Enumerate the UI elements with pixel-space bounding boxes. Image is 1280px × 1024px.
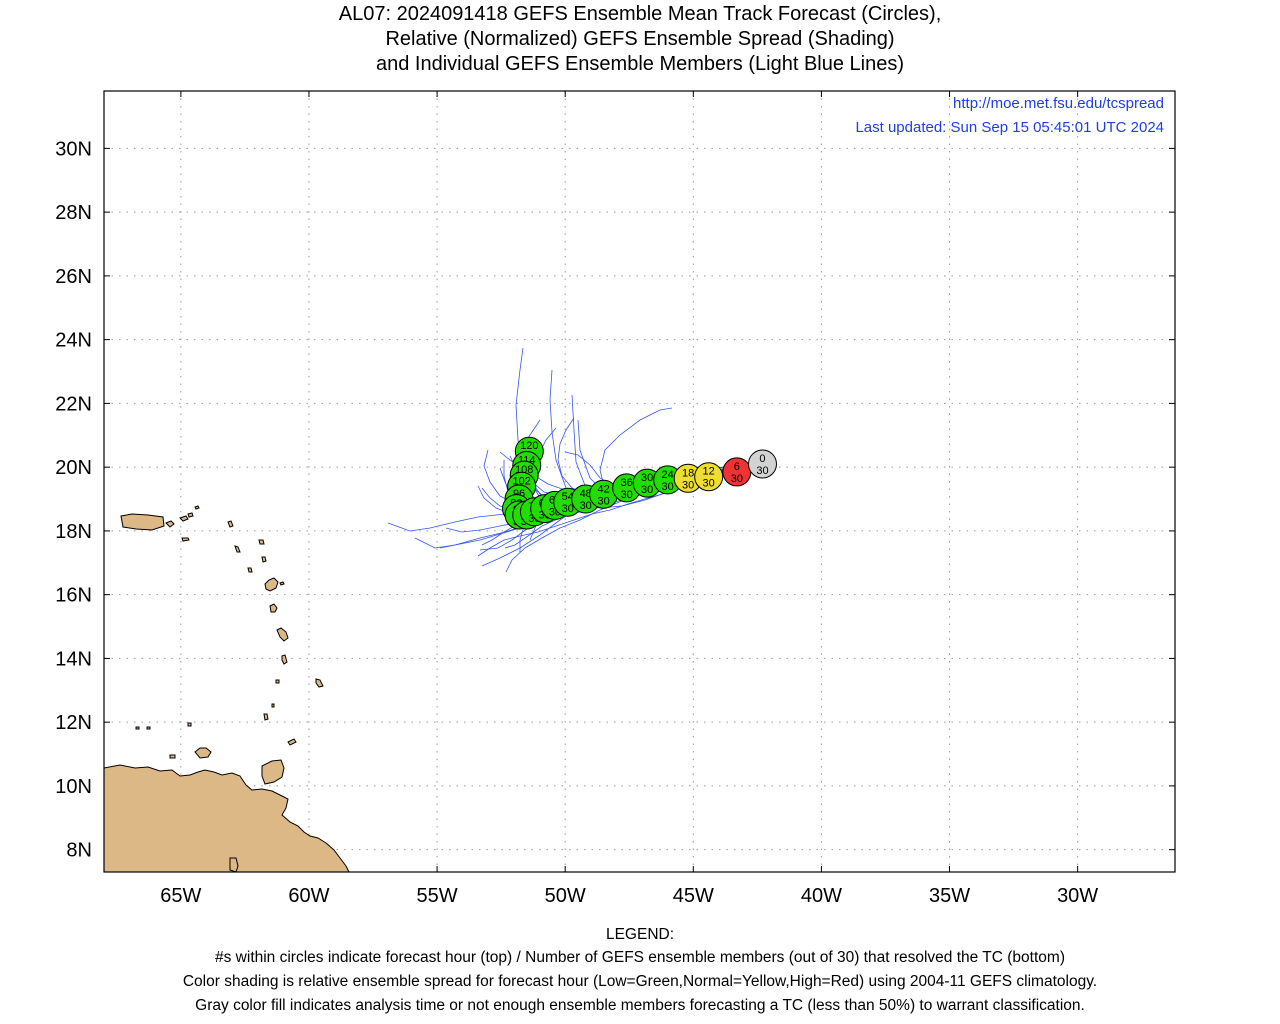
lat-tick-label: 8N — [66, 840, 92, 862]
forecast-hour-label: 0 — [759, 453, 765, 465]
lat-tick-label: 16N — [55, 585, 92, 607]
track-point: 630 — [722, 457, 752, 487]
lat-tick-label: 28N — [55, 202, 92, 224]
lat-tick-label: 24N — [55, 330, 92, 352]
member-count-label: 30 — [562, 503, 574, 515]
plot-frame — [103, 90, 1176, 873]
track-circle — [747, 449, 777, 479]
south-america-landmass — [104, 764, 350, 872]
lat-tick-label: 12N — [55, 712, 92, 734]
lon-tick-label: 45W — [673, 885, 714, 907]
forecast-hour-label: 54 — [562, 491, 574, 503]
forecast-hour-label: 6 — [734, 461, 740, 473]
member-count-label: 30 — [662, 481, 674, 493]
lon-tick-label: 60W — [288, 885, 329, 907]
forecast-hour-label: 30 — [641, 472, 653, 484]
track-circle — [694, 462, 724, 492]
member-count-label: 30 — [756, 465, 768, 477]
ensemble-member-lines — [387, 347, 762, 573]
lat-tick-label: 18N — [55, 521, 92, 543]
member-count-label: 30 — [598, 495, 610, 507]
forecast-hour-label: 36 — [621, 477, 633, 489]
legend-line-1: #s within circles indicate forecast hour… — [215, 949, 1065, 966]
lat-tick-label: 26N — [55, 266, 92, 288]
mean-track-circles: 1202811429108291023096309030843078307230… — [502, 436, 777, 530]
lesser-antilles-islands — [135, 505, 324, 872]
last-updated-label: Last updated: Sun Sep 15 05:45:01 UTC 20… — [855, 119, 1164, 136]
forecast-hour-label: 42 — [598, 483, 610, 495]
lon-tick-label: 55W — [417, 885, 458, 907]
member-count-label: 30 — [703, 478, 715, 490]
legend-line-2: Color shading is relative ensemble sprea… — [182, 973, 1098, 990]
forecast-hour-label: 48 — [580, 488, 592, 500]
source-url[interactable]: http://moe.met.fsu.edu/tcspread — [953, 95, 1164, 112]
forecast-hour-label: 12 — [703, 466, 715, 478]
lat-tick-label: 14N — [55, 648, 92, 670]
lat-tick-label: 22N — [55, 393, 92, 415]
title-line-3: and Individual GEFS Ensemble Members (Li… — [375, 53, 905, 75]
forecast-hour-label: 18 — [682, 467, 694, 479]
legend-line-3: Gray color fill indicates analysis time … — [195, 997, 1085, 1014]
forecast-hour-label: 24 — [662, 469, 674, 481]
track-point: 030 — [747, 449, 777, 479]
lon-tick-label: 30W — [1057, 885, 1098, 907]
lon-tick-label: 35W — [929, 885, 970, 907]
grid-layer — [104, 91, 1175, 872]
puerto-rico-island — [120, 513, 165, 531]
lat-tick-label: 20N — [55, 457, 92, 479]
lon-tick-label: 65W — [160, 885, 201, 907]
title-line-2: Relative (Normalized) GEFS Ensemble Spre… — [385, 28, 895, 50]
member-count-label: 30 — [580, 500, 592, 512]
member-count-label: 30 — [621, 489, 633, 501]
forecast-hour-label: 120 — [520, 440, 538, 452]
lon-tick-label: 50W — [545, 885, 586, 907]
lat-tick-label: 30N — [55, 138, 92, 160]
member-count-label: 30 — [731, 473, 743, 485]
land-layer — [104, 505, 350, 872]
lon-tick-label: 40W — [801, 885, 842, 907]
forecast-hour-label: 102 — [512, 475, 530, 487]
member-count-label: 30 — [641, 484, 653, 496]
member-count-label: 30 — [682, 479, 694, 491]
lat-tick-label: 10N — [55, 776, 92, 798]
legend-heading: LEGEND: — [605, 926, 675, 943]
trinidad-island — [261, 759, 285, 785]
axis-tick-labels: 65W 60W 55W 50W 45W 40W 35W 30W 8N 10N 12N 14N 16N 18… — [55, 138, 1098, 907]
title-line-1: AL07: 2024091418 GEFS Ensemble Mean Trac… — [338, 3, 942, 25]
